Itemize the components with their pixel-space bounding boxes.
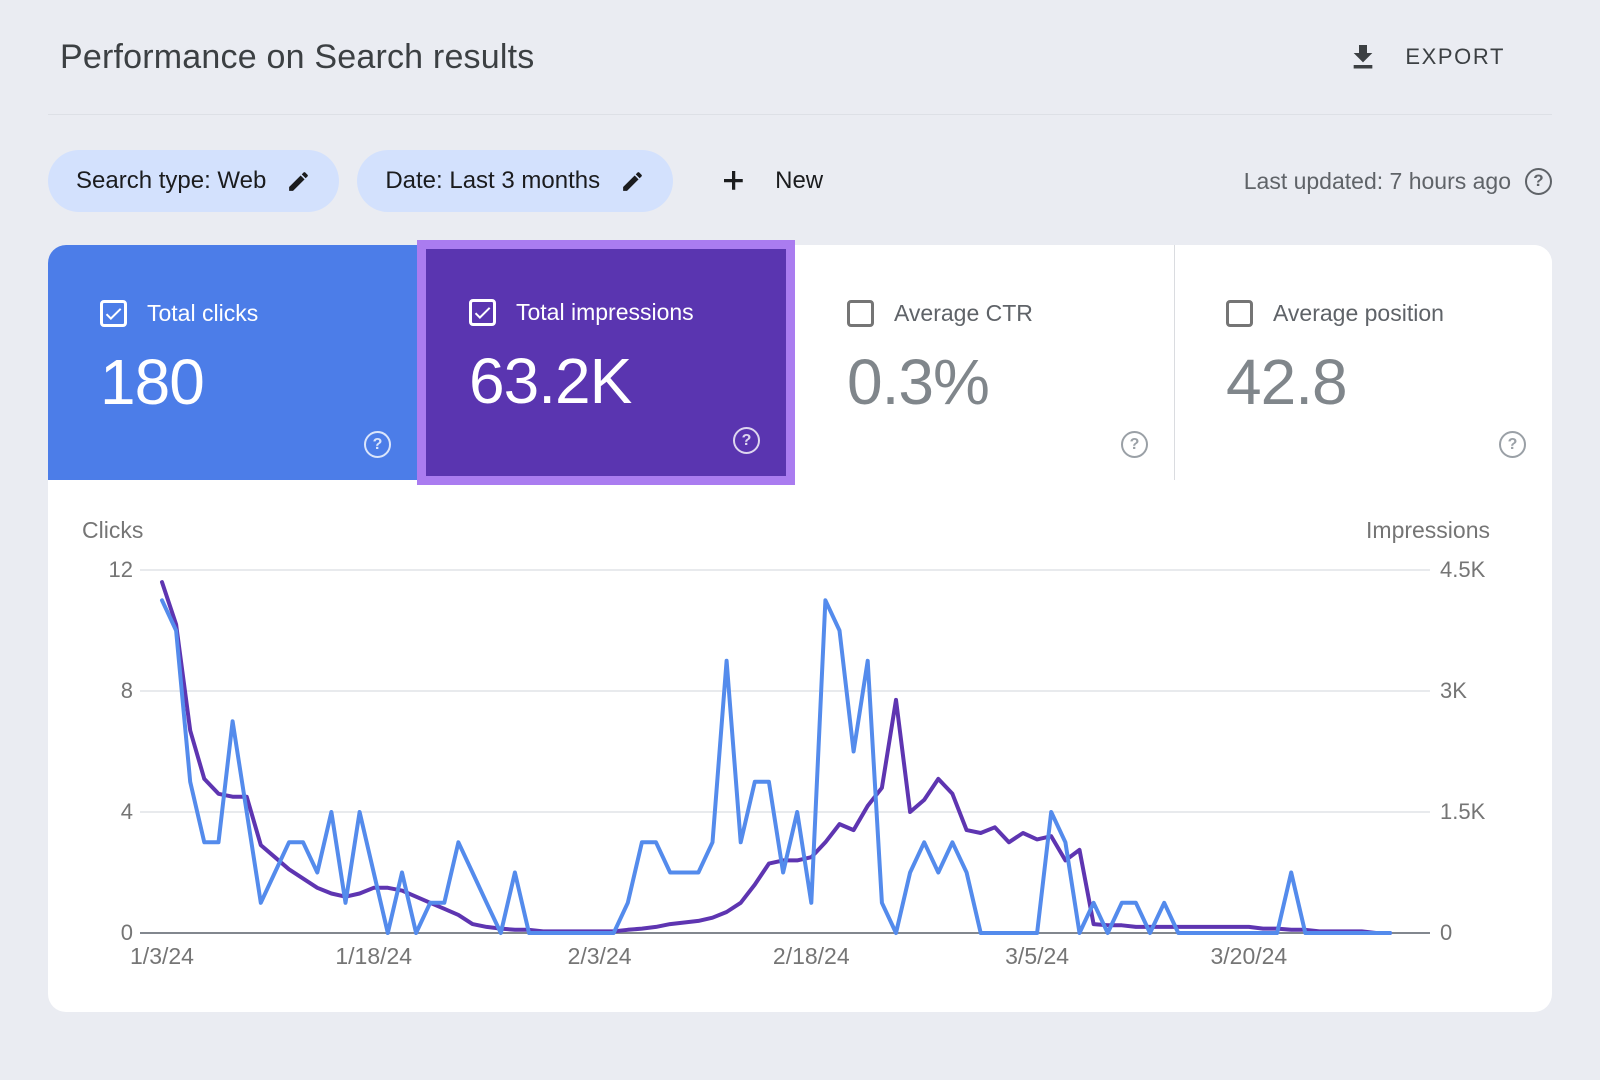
page-header: Performance on Search results EXPORT (0, 0, 1600, 114)
filter-bar: Search type: Web Date: Last 3 months New… (48, 150, 1552, 212)
checkbox-unchecked-icon[interactable] (847, 300, 874, 327)
clicks-axis-title: Clicks (82, 517, 144, 543)
impressions-axis-title: Impressions (1366, 517, 1490, 543)
metric-card-average-position[interactable]: Average position 42.8 (1174, 245, 1552, 480)
page-title: Performance on Search results (60, 37, 535, 76)
search-type-filter-chip[interactable]: Search type: Web (48, 150, 340, 212)
last-updated: Last updated: 7 hours ago (1243, 167, 1552, 195)
checkbox-unchecked-icon[interactable] (1226, 300, 1253, 327)
export-label: EXPORT (1405, 44, 1505, 69)
metric-label: Average CTR (894, 300, 1033, 326)
date-axis-tick: 2/18/24 (772, 943, 850, 969)
help-icon[interactable] (1121, 431, 1148, 458)
edit-pencil-icon (289, 171, 309, 191)
new-filter-label: New (775, 167, 824, 194)
metric-label: Total clicks (147, 300, 259, 326)
date-axis-tick: 3/5/24 (1005, 943, 1070, 969)
metric-value: 42.8 (1226, 346, 1348, 418)
date-filter-chip[interactable]: Date: Last 3 months (357, 150, 674, 212)
impressions-axis-tick: 1.5K (1440, 799, 1486, 824)
checkbox-checked-icon[interactable] (100, 300, 127, 327)
metric-value: 180 (100, 346, 205, 418)
impressions-axis-tick: 3K (1440, 678, 1467, 703)
checkmark-icon (105, 308, 122, 320)
impressions-axis-tick: 0 (1440, 920, 1453, 945)
last-updated-text: Last updated: 7 hours ago (1243, 167, 1511, 194)
new-filter-button[interactable]: New (719, 166, 823, 196)
help-icon[interactable] (1499, 431, 1526, 458)
date-axis-tick: 2/3/24 (567, 943, 632, 969)
metric-card-head: Average CTR (847, 300, 1033, 327)
help-icon[interactable] (364, 431, 391, 458)
metric-label: Average position (1273, 300, 1444, 326)
series-line-clicks (160, 598, 1392, 935)
date-axis-tick: 3/20/24 (1210, 943, 1288, 969)
date-axis-tick: 1/18/24 (335, 943, 413, 969)
clicks-axis-tick: 12 (108, 557, 133, 582)
clicks-axis-tick: 8 (120, 678, 133, 703)
search-type-chip-label: Search type: Web (76, 167, 267, 194)
download-icon (1353, 45, 1373, 69)
date-axis-tick: 1/3/24 (130, 943, 194, 969)
chart-canvas (140, 569, 1430, 935)
metric-value: 0.3% (847, 346, 990, 418)
clicks-axis-tick: 0 (120, 920, 133, 945)
help-icon[interactable] (733, 427, 760, 454)
clicks-axis-tick: 4 (120, 799, 133, 824)
metric-value: 63.2K (469, 345, 632, 417)
metric-card-average-ctr[interactable]: Average CTR 0.3% (795, 245, 1174, 480)
series-line-impressions (160, 580, 1392, 935)
plus-icon (724, 171, 743, 190)
export-button[interactable]: EXPORT (1347, 41, 1505, 73)
card-divider (1174, 245, 1175, 480)
checkmark-icon (474, 307, 491, 319)
metric-card-total-clicks[interactable]: Total clicks 180 (48, 245, 417, 480)
report-panel: Total clicks 180 Total impressions 63.2K… (48, 240, 1552, 1012)
edit-pencil-icon (623, 171, 642, 191)
checkbox-checked-icon[interactable] (469, 299, 496, 326)
date-chip-label: Date: Last 3 months (385, 167, 601, 194)
help-icon[interactable] (1525, 167, 1552, 195)
metric-card-head: Total impressions (469, 299, 694, 326)
header-divider (48, 114, 1552, 115)
metric-card-total-impressions[interactable]: Total impressions 63.2K (417, 240, 795, 485)
impressions-axis-tick: 4.5K (1440, 557, 1486, 582)
metric-card-head: Total clicks (100, 300, 258, 327)
metric-card-head: Average position (1226, 300, 1444, 327)
metric-label: Total impressions (516, 299, 694, 325)
